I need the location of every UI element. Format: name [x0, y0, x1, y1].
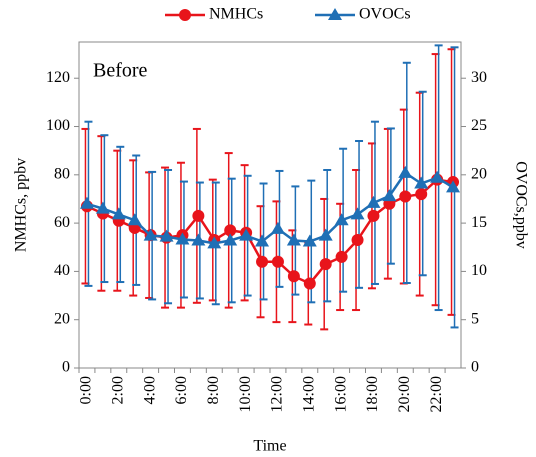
data-point	[95, 201, 110, 214]
data-point	[286, 233, 301, 246]
data-point	[414, 176, 429, 189]
legend-marker	[179, 9, 191, 21]
data-point	[319, 258, 332, 271]
x-tick-label: 0:00	[78, 376, 95, 404]
x-tick-label: 4:00	[141, 376, 158, 404]
data-point	[351, 234, 364, 247]
data-point	[270, 221, 285, 234]
y-tick-label: 20	[54, 310, 70, 327]
annotation: Before	[93, 60, 148, 82]
data-point	[191, 233, 206, 246]
data-point	[159, 229, 174, 242]
data-point	[318, 228, 333, 241]
data-point	[223, 233, 238, 246]
y2-tick-label: 25	[471, 117, 487, 134]
legend-marker	[328, 8, 342, 20]
data-point	[239, 228, 254, 241]
y2-tick-label: 10	[471, 262, 487, 279]
y2-axis-label: OVOCs,ppbv	[512, 161, 529, 249]
x-tick-label: 14:00	[300, 376, 317, 412]
data-point	[192, 209, 205, 222]
x-tick-label: 22:00	[428, 376, 445, 412]
data-point	[446, 180, 461, 193]
series-line	[86, 171, 454, 245]
data-point	[79, 196, 94, 209]
data-point	[415, 188, 428, 201]
x-tick-label: 20:00	[396, 376, 413, 412]
data-point	[399, 190, 412, 203]
y-tick-label: 80	[54, 165, 70, 182]
data-point	[367, 209, 380, 222]
x-tick-label: 16:00	[332, 376, 349, 412]
data-point	[127, 213, 142, 226]
legend-label: OVOCs	[359, 6, 411, 23]
x-tick-label: 12:00	[269, 376, 286, 412]
data-point	[271, 255, 284, 268]
y2-tick-label: 15	[471, 214, 487, 231]
data-point	[350, 207, 365, 220]
y-axis-label: NMHCs, ppbv	[13, 158, 30, 252]
y2-tick-label: 5	[471, 310, 479, 327]
data-point	[398, 165, 413, 178]
legend-label: NMHCs	[209, 6, 263, 23]
y2-tick-label: 0	[471, 359, 479, 376]
data-point	[334, 213, 349, 226]
x-tick-label: 2:00	[109, 376, 126, 404]
data-point	[255, 234, 270, 247]
x-tick-label: 6:00	[173, 376, 190, 404]
y2-tick-label: 30	[471, 69, 487, 86]
data-point	[366, 195, 381, 208]
series-line	[86, 178, 454, 286]
data-point	[303, 277, 316, 290]
y-tick-label: 40	[54, 262, 70, 279]
data-point	[302, 234, 317, 247]
x-tick-label: 18:00	[364, 376, 381, 412]
data-point	[175, 232, 190, 245]
data-point	[207, 236, 222, 249]
x-axis-label: Time	[253, 438, 286, 455]
data-point	[143, 228, 158, 241]
data-point	[224, 224, 237, 237]
y-tick-label: 60	[54, 214, 70, 231]
x-tick-label: 10:00	[237, 376, 254, 412]
y-tick-label: 100	[46, 117, 70, 134]
y2-tick-label: 20	[471, 165, 487, 182]
data-point	[256, 255, 269, 268]
y-tick-label: 0	[62, 359, 70, 376]
data-point	[335, 250, 348, 263]
data-point	[287, 270, 300, 283]
y-tick-label: 120	[46, 69, 70, 86]
data-point	[111, 207, 126, 220]
data-point	[382, 189, 397, 202]
x-tick-label: 8:00	[205, 376, 222, 404]
data-point	[430, 170, 445, 183]
